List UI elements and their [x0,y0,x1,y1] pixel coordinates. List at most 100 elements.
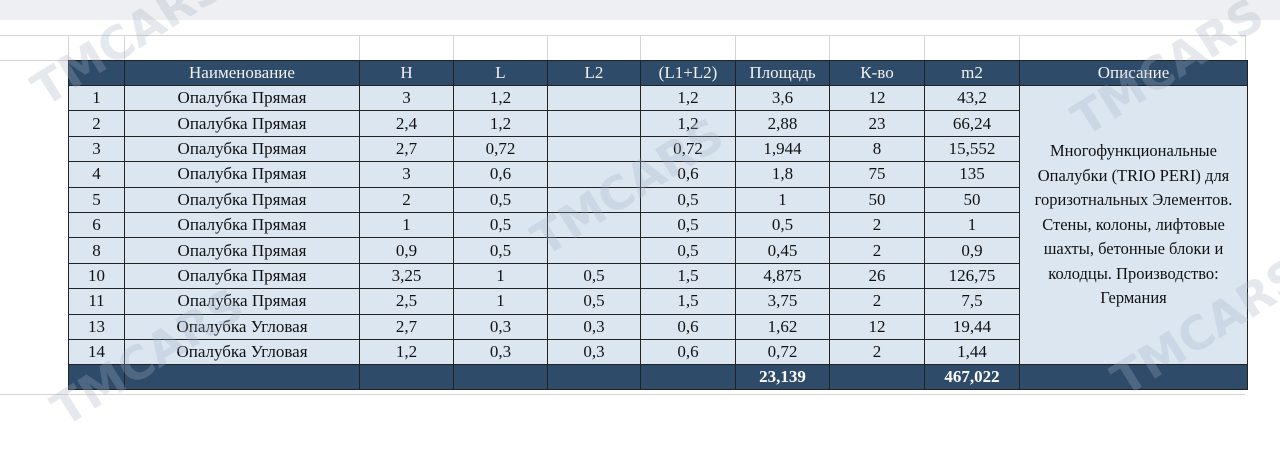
description-cell[interactable]: Многофункциональные Опалубки (TRIO PERI)… [1019,84,1248,366]
row-name[interactable]: Опалубка Прямая [124,84,360,112]
total-cell[interactable] [453,364,548,391]
row-index[interactable]: 13 [68,313,125,340]
row-l[interactable]: 0,5 [453,211,548,239]
row-m2[interactable]: 66,24 [924,110,1020,137]
row-index[interactable]: 4 [68,161,125,188]
row-area[interactable]: 0,72 [735,338,830,366]
row-l1-plus-l2[interactable]: 1,2 [640,110,736,137]
row-l2[interactable] [547,110,641,137]
row-quantity[interactable]: 50 [829,186,925,213]
row-h[interactable]: 0,9 [359,237,454,264]
header-name[interactable]: Наименование [124,60,360,86]
total-m2[interactable]: 467,022 [924,364,1020,391]
row-index[interactable]: 10 [68,262,125,290]
row-l1-plus-l2[interactable]: 1,5 [640,262,736,290]
row-h[interactable]: 2,5 [359,288,454,315]
row-index[interactable]: 6 [68,211,125,239]
row-l[interactable]: 0,5 [453,186,548,213]
row-area[interactable]: 0,45 [735,237,830,264]
row-l[interactable]: 0,6 [453,161,548,188]
row-name[interactable]: Опалубка Прямая [124,211,360,239]
row-m2[interactable]: 1 [924,211,1020,239]
row-l2[interactable] [547,237,641,264]
row-h[interactable]: 1 [359,211,454,239]
row-m2[interactable]: 7,5 [924,288,1020,315]
row-index[interactable]: 1 [68,84,125,112]
row-name[interactable]: Опалубка Прямая [124,110,360,137]
row-l2[interactable]: 0,3 [547,313,641,340]
row-m2[interactable]: 19,44 [924,313,1020,340]
row-index[interactable]: 5 [68,186,125,213]
row-l1-plus-l2[interactable]: 0,5 [640,186,736,213]
row-l2[interactable]: 0,5 [547,262,641,290]
row-quantity[interactable]: 8 [829,135,925,163]
row-m2[interactable]: 50 [924,186,1020,213]
row-area[interactable]: 2,88 [735,110,830,137]
row-h[interactable]: 2,4 [359,110,454,137]
row-l[interactable]: 1 [453,262,548,290]
row-name[interactable]: Опалубка Угловая [124,338,360,366]
row-area[interactable]: 3,6 [735,84,830,112]
row-quantity[interactable]: 23 [829,110,925,137]
row-index[interactable]: 14 [68,338,125,366]
header-area[interactable]: Площадь [735,60,830,86]
header-l2[interactable]: L2 [547,60,641,86]
row-area[interactable]: 1,62 [735,313,830,340]
row-h[interactable]: 3 [359,161,454,188]
row-index[interactable]: 11 [68,288,125,315]
header-description[interactable]: Описание [1019,60,1248,86]
row-area[interactable]: 1 [735,186,830,213]
row-index[interactable]: 8 [68,237,125,264]
row-name[interactable]: Опалубка Угловая [124,313,360,340]
row-area[interactable]: 0,5 [735,211,830,239]
total-cell[interactable] [547,364,641,391]
row-l2[interactable] [547,161,641,188]
total-cell[interactable] [124,364,360,391]
row-l1-plus-l2[interactable]: 0,5 [640,211,736,239]
row-h[interactable]: 2,7 [359,135,454,163]
row-name[interactable]: Опалубка Прямая [124,135,360,163]
row-l1-plus-l2[interactable]: 0,5 [640,237,736,264]
row-area[interactable]: 1,8 [735,161,830,188]
row-h[interactable]: 3 [359,84,454,112]
header-l1-plus-l2[interactable]: (L1+L2) [640,60,736,86]
row-quantity[interactable]: 26 [829,262,925,290]
row-l1-plus-l2[interactable]: 0,6 [640,338,736,366]
row-m2[interactable]: 126,75 [924,262,1020,290]
row-l2[interactable] [547,135,641,163]
row-name[interactable]: Опалубка Прямая [124,161,360,188]
row-l2[interactable]: 0,5 [547,288,641,315]
row-l[interactable]: 1,2 [453,110,548,137]
row-l1-plus-l2[interactable]: 0,6 [640,161,736,188]
row-quantity[interactable]: 2 [829,338,925,366]
row-m2[interactable]: 1,44 [924,338,1020,366]
row-quantity[interactable]: 12 [829,313,925,340]
row-l2[interactable] [547,186,641,213]
row-name[interactable]: Опалубка Прямая [124,186,360,213]
header-h[interactable]: H [359,60,454,86]
row-index[interactable]: 3 [68,135,125,163]
header-index[interactable] [68,60,125,86]
row-l[interactable]: 1,2 [453,84,548,112]
row-l2[interactable]: 0,3 [547,338,641,366]
row-quantity[interactable]: 2 [829,237,925,264]
row-quantity[interactable]: 2 [829,211,925,239]
row-quantity[interactable]: 12 [829,84,925,112]
row-h[interactable]: 2 [359,186,454,213]
row-l[interactable]: 0,3 [453,313,548,340]
header-m2[interactable]: m2 [924,60,1020,86]
total-cell[interactable] [640,364,736,391]
row-area[interactable]: 1,944 [735,135,830,163]
total-cell[interactable] [68,364,125,391]
row-l1-plus-l2[interactable]: 0,72 [640,135,736,163]
row-l[interactable]: 0,5 [453,237,548,264]
row-quantity[interactable]: 75 [829,161,925,188]
row-l2[interactable] [547,211,641,239]
row-l1-plus-l2[interactable]: 0,6 [640,313,736,340]
row-quantity[interactable]: 2 [829,288,925,315]
header-quantity[interactable]: К-во [829,60,925,86]
row-l2[interactable] [547,84,641,112]
row-name[interactable]: Опалубка Прямая [124,262,360,290]
row-area[interactable]: 4,875 [735,262,830,290]
row-l1-plus-l2[interactable]: 1,2 [640,84,736,112]
